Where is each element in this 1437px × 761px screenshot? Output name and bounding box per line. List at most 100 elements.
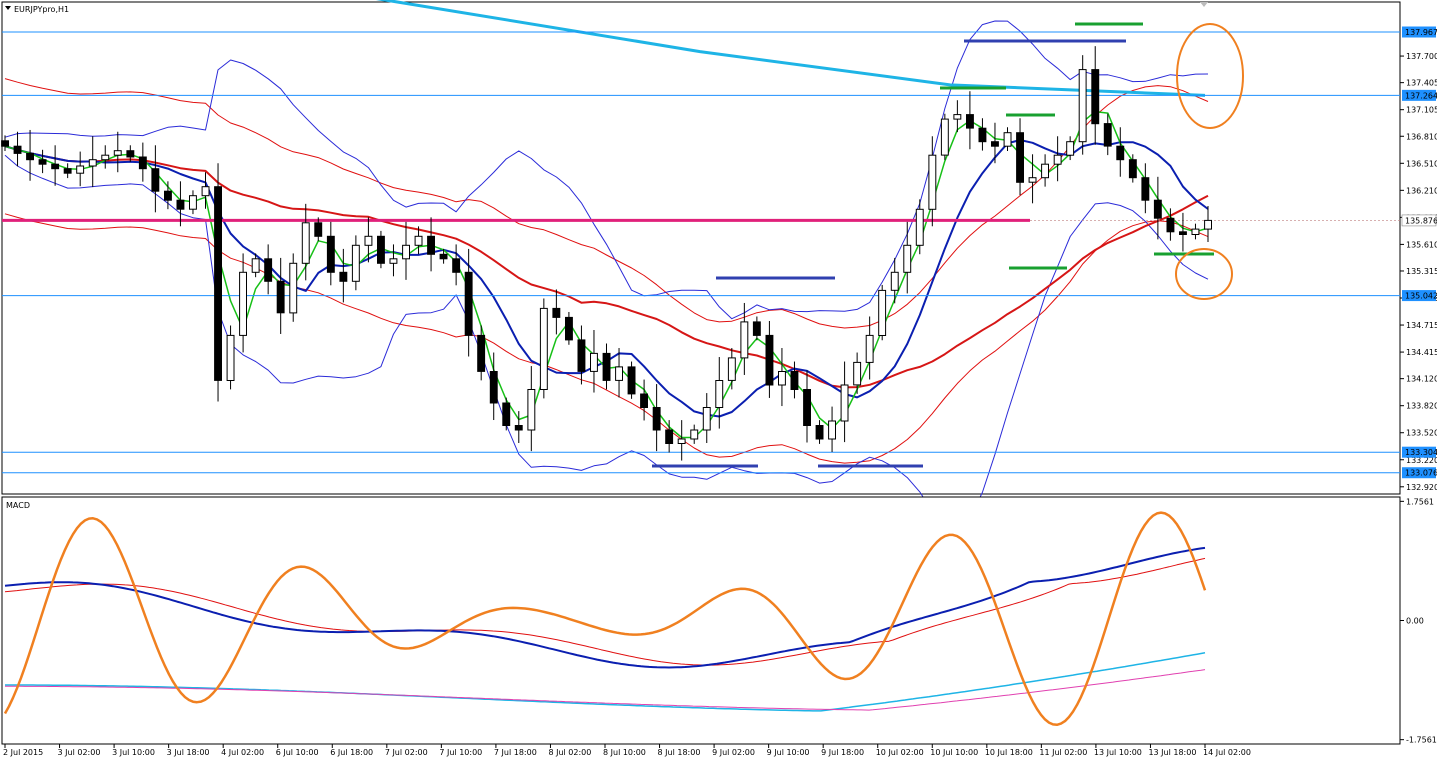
candle-body — [38, 159, 47, 165]
candle-body — [1041, 163, 1049, 179]
price-tick-label: 132.920 — [1406, 483, 1437, 492]
candle-body — [151, 168, 160, 192]
time-tick-label: 9 Jul 18:00 — [821, 748, 864, 757]
macd-tick-label: 0.00 — [1406, 617, 1424, 626]
candle-body — [176, 199, 185, 210]
bollinger-upper-line — [4, 20, 1209, 320]
candle-body — [1016, 132, 1024, 183]
macd-slow-b-line — [5, 669, 1206, 711]
time-tick-label: 10 Jul 10:00 — [930, 748, 978, 757]
candle-body — [539, 307, 548, 390]
candles — [1, 46, 1212, 461]
time-tick-label: 11 Jul 02:00 — [1039, 748, 1087, 757]
candle-body — [364, 235, 373, 246]
macd-signal-line — [4, 557, 1206, 666]
symbol-label: EURJPYpro,H1 — [14, 5, 69, 14]
candle-body — [1003, 132, 1012, 147]
candle-body — [452, 258, 461, 273]
macd-axis: 1.7561 0.00 -1.7561 — [1400, 497, 1437, 745]
price-tick-label: 133.820 — [1406, 402, 1437, 411]
candle-body — [113, 150, 122, 156]
macd-pane-frame — [1, 496, 1401, 745]
candle-body — [991, 141, 999, 147]
candle-body — [1204, 219, 1212, 230]
candle-body — [928, 154, 937, 210]
candle-body — [615, 366, 623, 381]
candle-body — [915, 208, 924, 246]
annotations — [652, 22, 1244, 468]
time-tick-label: 3 Jul 02:00 — [58, 748, 101, 757]
price-level-tag-label: 133.304 — [1405, 448, 1437, 457]
time-tick-label: 10 Jul 02:00 — [876, 748, 924, 757]
macd-pane: MACD — [1, 496, 1401, 745]
candle-body — [966, 114, 974, 129]
caret-down-icon — [5, 6, 11, 10]
time-tick-label: 4 Jul 02:00 — [221, 748, 264, 757]
candle-body — [903, 244, 912, 273]
time-tick-label: 10 Jul 18:00 — [985, 748, 1033, 757]
candle-body — [765, 334, 774, 386]
candle-body — [264, 258, 273, 282]
candle-body — [76, 165, 85, 174]
candle-body — [201, 186, 210, 197]
ma-long-line — [375, 0, 1206, 97]
candle-body — [953, 114, 962, 120]
macd-tick-label: 1.7561 — [1406, 497, 1434, 506]
candle-body — [552, 307, 561, 318]
time-tick-label: 6 Jul 10:00 — [276, 748, 319, 757]
candle-body — [1078, 69, 1087, 143]
candle-body — [13, 145, 22, 154]
candle-body — [853, 361, 862, 386]
candle-body — [690, 429, 699, 440]
candle-body — [1141, 177, 1150, 201]
candle-body — [326, 235, 335, 273]
candle-body — [840, 384, 849, 422]
candle-body — [464, 271, 473, 336]
macd-main-line — [4, 546, 1206, 669]
candle-body — [289, 262, 298, 314]
candle-body — [727, 357, 736, 381]
time-tick-label: 14 Jul 02:00 — [1203, 748, 1251, 757]
symbol-title: EURJPYpro,H1 — [5, 5, 69, 14]
candle-body — [665, 429, 674, 444]
time-tick-label: 7 Jul 02:00 — [385, 748, 428, 757]
macd-lines — [3, 511, 1207, 727]
time-tick-label: 3 Jul 18:00 — [167, 748, 210, 757]
price-level-tag-label: 137.967 — [1405, 28, 1437, 37]
price-level-tag-label: 137.264 — [1405, 91, 1437, 100]
envelope-lower-line — [4, 213, 1209, 464]
candle-body — [514, 425, 523, 431]
time-tick-label: 8 Jul 02:00 — [548, 748, 591, 757]
scroll-marker-icon[interactable] — [1200, 2, 1208, 7]
candle-body — [702, 407, 711, 431]
candle-body — [489, 371, 498, 404]
candle-body — [427, 235, 436, 255]
highlight-circle-top — [1176, 23, 1244, 129]
price-tick-label: 135.315 — [1406, 267, 1437, 276]
time-tick-label: 8 Jul 10:00 — [603, 748, 646, 757]
candle-body — [815, 425, 824, 440]
candle-body — [377, 235, 385, 264]
ma-slow-line — [4, 145, 1209, 389]
envelope-upper-line — [4, 78, 1209, 329]
candle-body — [715, 380, 724, 408]
price-tick-label: 135.610 — [1406, 240, 1437, 249]
price-level-tag-label: 133.076 — [1405, 469, 1437, 478]
candle-body — [301, 222, 310, 264]
candle-body — [865, 334, 874, 363]
time-tick-label: 9 Jul 10:00 — [767, 748, 810, 757]
candle-body — [276, 280, 285, 314]
candle-body — [740, 321, 749, 359]
candle-body — [778, 371, 786, 386]
price-level-tag — [1402, 446, 1436, 458]
candle-body — [878, 289, 887, 336]
candle-body — [101, 154, 110, 161]
time-tick-label: 13 Jul 10:00 — [1094, 748, 1142, 757]
candle-body — [590, 352, 598, 372]
candle-body — [339, 271, 348, 282]
time-tick-label: 13 Jul 18:00 — [1148, 748, 1196, 757]
time-tick-label: 3 Jul 10:00 — [112, 748, 155, 757]
candle-body — [803, 389, 811, 426]
candle-body — [251, 258, 260, 273]
horizontal-levels — [2, 31, 1400, 474]
